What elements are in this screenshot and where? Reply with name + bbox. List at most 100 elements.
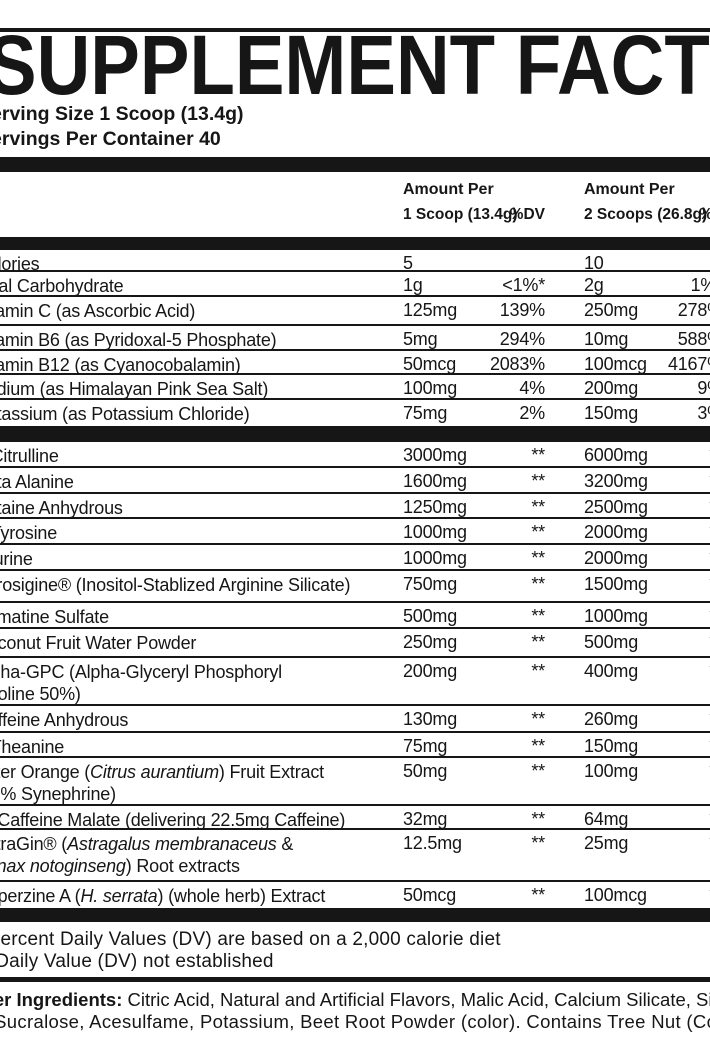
ingredient-name-line: Bitter Orange (Citrus aurantium) Fruit E… bbox=[0, 761, 324, 783]
amount-2scoops: 100mcg bbox=[584, 354, 647, 374]
servings-per-container: Servings Per Container 40 bbox=[0, 128, 221, 150]
ingredient-name-text: ) (whole herb) Extract bbox=[157, 886, 326, 906]
dv-2scoops: ** bbox=[623, 632, 710, 653]
ingredient-name: Sodium (as Himalayan Pink Sea Salt) bbox=[0, 378, 268, 400]
ingredient-name-text: ) Fruit Extract bbox=[218, 762, 324, 782]
dv-2scoops: ** bbox=[623, 548, 710, 569]
col-header-2-scoops: 2 Scoops (26.8g) bbox=[584, 206, 708, 223]
table-row: L-Theanine75mg**150mg** bbox=[0, 733, 710, 758]
ingredient-name-text: Potassium (as Potassium Chloride) bbox=[0, 404, 250, 424]
amount-1scoop: 750mg bbox=[403, 574, 458, 594]
ingredient-name-line: Potassium (as Potassium Chloride) bbox=[0, 403, 250, 425]
amount-2scoops: 150mg bbox=[584, 736, 639, 756]
divider-bar-middle bbox=[0, 426, 710, 442]
dv-1scoop: 2083% bbox=[489, 354, 545, 374]
ingredient-name: Huperzine A (H. serrata) (whole herb) Ex… bbox=[0, 885, 325, 907]
ingredient-name-text: Nitrosigine® (Inositol-Stablized Arginin… bbox=[0, 575, 351, 595]
dv-2scoops: ** bbox=[623, 885, 710, 906]
col-header-amount-per-1: Amount Per bbox=[403, 181, 494, 198]
actives-section: L-Citrulline 3000mg ** 6000mg ** Beta Alanine… bbox=[0, 442, 710, 908]
table-row: Nitrosigine® (Inositol-Stablized Arginin… bbox=[0, 571, 710, 603]
ingredient-name-line: Betaine Anhydrous bbox=[0, 497, 123, 519]
dv-1scoop: ** bbox=[531, 709, 545, 729]
footnotes: *Percent Daily Values (DV) are based on … bbox=[0, 922, 501, 973]
col-header-dv-1: %DV bbox=[509, 206, 545, 223]
amount-1scoop: 250mg bbox=[403, 632, 458, 652]
dv-2scoops: 4167% bbox=[667, 354, 710, 374]
table-row: AstraGin® (Astragalus membranaceus &Pana… bbox=[0, 830, 710, 882]
ingredient-name: Caffeine Anhydrous bbox=[0, 709, 128, 731]
amount-2scoops: 150mg bbox=[584, 403, 639, 423]
ingredient-name-text: & bbox=[276, 834, 294, 854]
amount-2scoops: 400mg bbox=[584, 661, 639, 681]
other-ingredients: Other Ingredients: Citric Acid, Natural … bbox=[0, 986, 710, 1032]
table-row: Vitamin B6 (as Pyridoxal-5 Phosphate) 5mg… bbox=[0, 326, 710, 351]
amount-2scoops: 250mg bbox=[584, 300, 639, 320]
ingredient-name-text: Calories bbox=[0, 254, 40, 274]
table-row: Potassium (as Potassium Chloride) 75mg 2% 1… bbox=[0, 400, 710, 426]
ingredient-name: Bitter Orange (Citrus aurantium) Fruit E… bbox=[0, 761, 324, 805]
amount-1scoop: 1000mg bbox=[403, 522, 467, 542]
ingredient-name: Di-Caffeine Malate (delivering 22.5mg Ca… bbox=[0, 809, 345, 831]
dv-1scoop: ** bbox=[531, 761, 545, 781]
ingredient-name-text: Vitamin C (as Ascorbic Acid) bbox=[0, 301, 196, 321]
amount-1scoop: 75mg bbox=[403, 736, 448, 756]
ingredient-name-text: L-Citrulline bbox=[0, 446, 59, 466]
amount-2scoops: 6000mg bbox=[584, 445, 648, 465]
amount-1scoop: 3000mg bbox=[403, 445, 467, 465]
ingredient-name-text: Taurine bbox=[0, 549, 33, 569]
ingredient-name-text: AstraGin® ( bbox=[0, 834, 68, 854]
dv-1scoop: ** bbox=[531, 548, 545, 568]
column-headers: Amount Per 1 Scoop (13.4g) %DV Amount Pe… bbox=[0, 170, 710, 237]
ingredient-name-line: Nitrosigine® (Inositol-Stablized Arginin… bbox=[0, 574, 350, 596]
ingredient-name-text: Di-Caffeine Malate (delivering 22.5mg Ca… bbox=[0, 810, 346, 830]
dv-1scoop: ** bbox=[531, 833, 545, 853]
ingredient-name-line: Agmatine Sulfate bbox=[0, 606, 109, 628]
ingredient-name-line: Taurine bbox=[0, 548, 33, 570]
dv-1scoop: 2% bbox=[519, 403, 545, 423]
amount-1scoop: 1000mg bbox=[403, 548, 467, 568]
ingredient-name: L-Theanine bbox=[0, 736, 64, 758]
divider-bar-header bbox=[0, 237, 710, 250]
ingredient-name-latin: Panax notoginseng bbox=[0, 856, 126, 876]
amount-1scoop: 50mcg bbox=[403, 354, 457, 374]
ingredient-name-line: Alpha-GPC (Alpha-Glyceryl Phosphoryl bbox=[0, 661, 282, 683]
ingredient-name-line: Vitamin B6 (as Pyridoxal-5 Phosphate) bbox=[0, 329, 277, 351]
amount-2scoops: 100mg bbox=[584, 761, 639, 781]
ingredient-name-latin: Astragalus membranaceus bbox=[67, 834, 277, 854]
ingredient-name-line: Choline 50%) bbox=[0, 683, 282, 705]
ingredient-name-line: Coconut Fruit Water Powder bbox=[0, 632, 196, 654]
dv-1scoop: ** bbox=[531, 522, 545, 542]
ingredient-name-text: ) Root extracts bbox=[125, 856, 240, 876]
ingredient-name-text: Coconut Fruit Water Powder bbox=[0, 633, 197, 653]
ingredient-name: Calories bbox=[0, 253, 40, 275]
dv-1scoop: ** bbox=[531, 809, 545, 829]
other-ingredients-line-2: de, Sucralose, Acesulfame, Potassium, Be… bbox=[0, 1010, 710, 1032]
table-row: Alpha-GPC (Alpha-Glyceryl PhosphorylChol… bbox=[0, 658, 710, 706]
ingredient-name-line: L-Tyrosine bbox=[0, 522, 57, 544]
dv-2scoops: 588% bbox=[677, 329, 710, 349]
amount-1scoop: 12.5mg bbox=[403, 833, 462, 853]
table-row: Taurine1000mg**2000mg** bbox=[0, 545, 710, 571]
ingredient-name: AstraGin® (Astragalus membranaceus &Pana… bbox=[0, 833, 293, 877]
ingredient-name-line: Vitamin C (as Ascorbic Acid) bbox=[0, 300, 195, 322]
dv-1scoop: ** bbox=[531, 574, 545, 594]
ingredient-name-line: Vitamin B12 (as Cyanocobalamin) bbox=[0, 354, 241, 376]
ingredient-name-line: Total Carbohydrate bbox=[0, 275, 124, 297]
ingredient-name-text: Bitter Orange ( bbox=[0, 762, 91, 782]
ingredient-name-line: AstraGin® (Astragalus membranaceus & bbox=[0, 833, 293, 855]
ingredient-name-line: Caffeine Anhydrous bbox=[0, 709, 128, 731]
dv-1scoop: ** bbox=[531, 445, 545, 465]
footnote-dv-not-established: **Daily Value (DV) not established bbox=[0, 951, 274, 972]
amount-2scoops: 2000mg bbox=[584, 522, 648, 542]
ingredient-name-line: Sodium (as Himalayan Pink Sea Salt) bbox=[0, 378, 268, 400]
ingredient-name-line: Beta Alanine bbox=[0, 471, 74, 493]
dv-2scoops: 3% bbox=[697, 403, 710, 423]
table-row: L-Tyrosine1000mg**2000mg** bbox=[0, 519, 710, 545]
table-row: Di-Caffeine Malate (delivering 22.5mg Ca… bbox=[0, 806, 710, 830]
footnote-daily-values: *Percent Daily Values (DV) are based on … bbox=[0, 929, 501, 950]
dv-2scoops: ** bbox=[623, 833, 710, 854]
ingredient-name-line: Huperzine A (H. serrata) (whole herb) Ex… bbox=[0, 885, 325, 907]
